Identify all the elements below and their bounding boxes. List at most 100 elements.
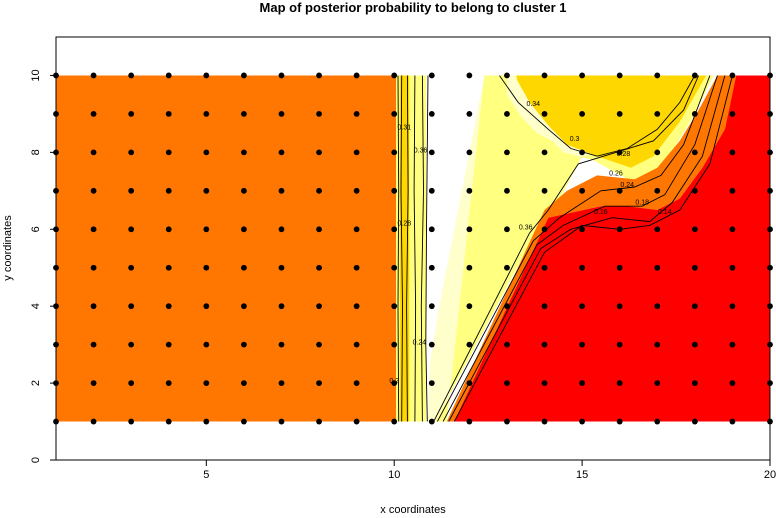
contour-line-0 [397,75,400,422]
grid-point [240,341,247,348]
grid-point [128,418,135,425]
grid-point [128,264,135,271]
grid-point [691,72,698,79]
grid-point [691,187,698,194]
grid-point [428,226,435,233]
grid-point [165,380,172,386]
grid-point [353,226,360,233]
grid-point [428,341,435,348]
grid-point [240,226,247,233]
grid-point [165,303,172,310]
grid-point [729,264,736,271]
grid-point [428,149,435,156]
grid-point [278,341,285,348]
grid-point [278,303,285,310]
grid-point [90,418,97,425]
grid-point [579,226,586,233]
grid-point [466,187,473,194]
contour-label-11: 0.14 [658,209,672,216]
grid-point [240,380,247,386]
grid-point [579,341,586,348]
contour-label-5: 0.36 [519,224,533,231]
grid-point [240,187,247,194]
grid-point [353,264,360,271]
grid-point [90,341,97,348]
contour-line-3 [413,75,417,422]
grid-point [466,226,473,233]
grid-point [466,418,473,425]
grid-point [353,380,360,386]
region-6 [506,75,552,141]
grid-point [278,149,285,156]
grid-point [391,341,398,348]
grid-point [128,149,135,156]
grid-point [90,111,97,117]
grid-point [203,418,210,425]
grid-point [428,418,435,425]
grid-point [128,303,135,310]
contour-label-0: 0.31 [398,124,412,131]
contour-line-2 [406,75,409,422]
grid-point [240,111,247,117]
grid-point [353,72,360,79]
grid-point [466,111,473,117]
grid-point [165,72,172,79]
y-tick-label: 4 [30,303,42,309]
grid-point [353,418,360,425]
grid-point [729,380,736,386]
grid-point [579,380,586,386]
grid-point [203,226,210,233]
grid-point [240,264,247,271]
grid-point [466,264,473,271]
grid-point [654,341,661,348]
grid-point [504,341,510,348]
grid-point [391,187,398,194]
grid-point [90,264,97,271]
grid-point [353,149,360,156]
grid-point [616,303,623,310]
grid-point [504,226,510,233]
grid-point [504,418,510,425]
grid-point [203,380,210,386]
y-axis: 0 2 4 6 8 10 [30,69,56,463]
grid-point [90,149,97,156]
grid-point [240,303,247,310]
grid-point [165,341,172,348]
grid-point [165,187,172,194]
grid-point [729,149,736,156]
x-tick-label: 20 [764,469,776,481]
grid-point [165,226,172,233]
grid-point [616,264,623,271]
contour-label-8: 0.24 [620,182,634,189]
contour-label-9: 0.18 [635,199,649,206]
grid-point [729,418,736,425]
region-4 [435,75,714,422]
x-tick-label: 10 [388,469,400,481]
grid-point [316,341,322,348]
grid-point [729,187,736,194]
probability-regions [56,75,770,422]
contour-label-7: 0.26 [609,170,623,177]
grid-point [466,149,473,156]
grid-point [616,111,623,117]
grid-point [353,341,360,348]
grid-point [391,264,398,271]
grid-point [466,72,473,79]
grid-point [691,149,698,156]
contour-label-6: 0.28 [617,151,631,158]
grid-point [165,149,172,156]
x-axis-label: x coordinates [380,504,446,516]
grid-point [691,226,698,233]
grid-point [316,149,322,156]
grid-point [203,149,210,156]
region-7 [446,75,737,422]
grid-point [654,264,661,271]
grid-point [691,264,698,271]
grid-point [165,111,172,117]
grid-point [316,187,322,194]
grid-point [428,187,435,194]
grid-point [729,111,736,117]
grid-point [541,72,548,79]
grid-point [504,72,510,79]
grid-point [654,303,661,310]
